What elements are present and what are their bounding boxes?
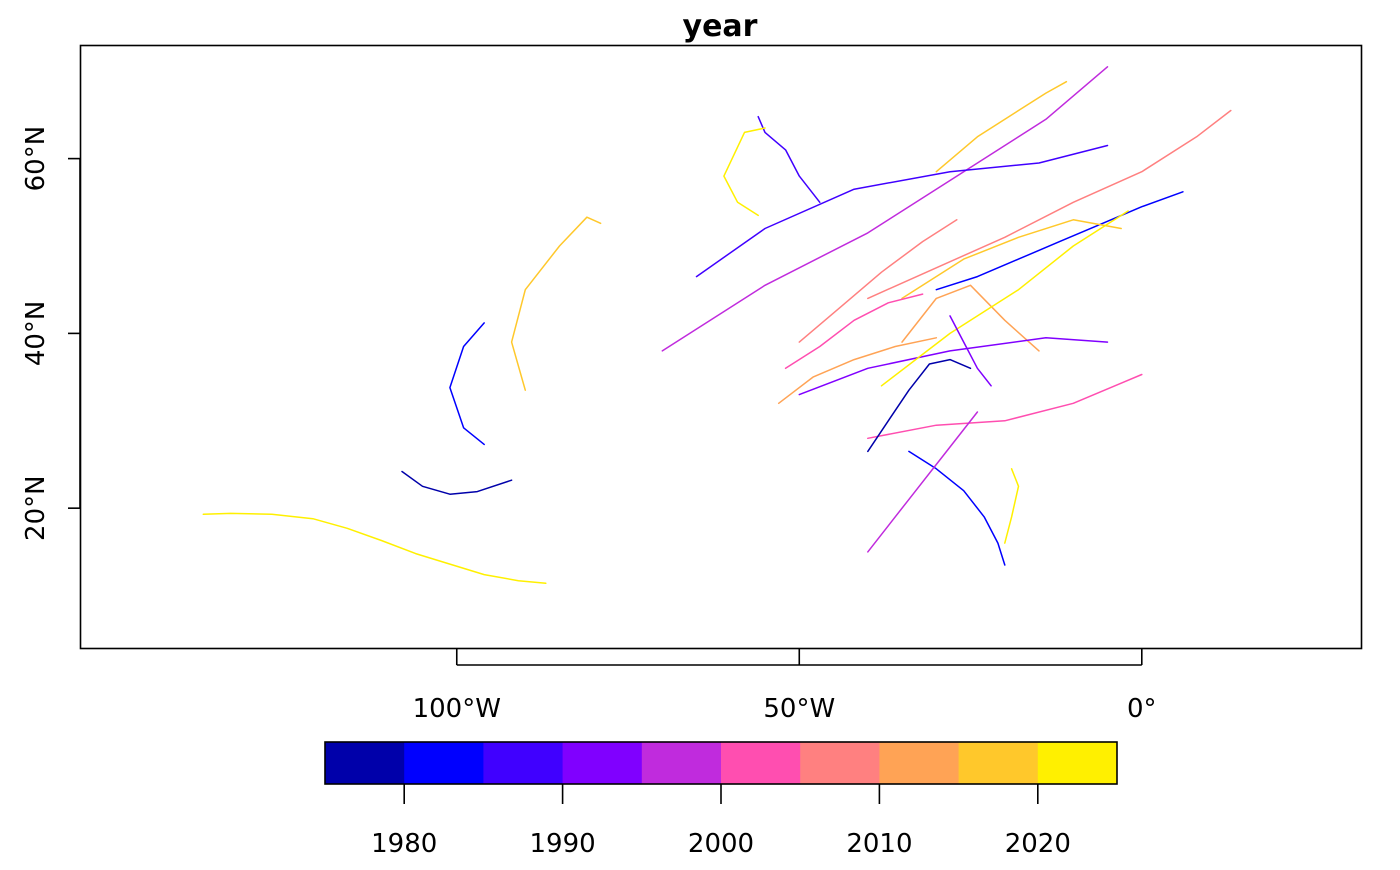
track-18 xyxy=(695,144,1109,278)
y-tick-label-1: 40°N xyxy=(21,301,51,367)
chart-title: year xyxy=(683,9,758,44)
track-10 xyxy=(661,66,1109,352)
colorbar-swatch-5 xyxy=(721,742,801,784)
colorbar-swatch-3 xyxy=(562,742,643,784)
track-0 xyxy=(202,512,547,585)
track-11 xyxy=(867,373,1143,440)
y-tick-label-0: 20°N xyxy=(21,475,51,541)
colorbar-swatch-2 xyxy=(483,742,564,784)
colorbar-swatch-6 xyxy=(800,742,880,784)
track-8 xyxy=(935,191,1184,291)
colorbar-label-3: 2010 xyxy=(846,829,912,859)
colorbar-swatch-1 xyxy=(404,742,484,784)
track-3 xyxy=(510,216,602,391)
track-23 xyxy=(867,411,979,553)
track-12 xyxy=(935,80,1068,173)
colorbar-label-2: 2000 xyxy=(688,829,754,859)
track-13 xyxy=(867,358,972,453)
tracks-layer xyxy=(202,66,1232,585)
track-21 xyxy=(784,293,924,370)
track-2 xyxy=(449,322,485,446)
colorbar-label-1: 1990 xyxy=(530,829,596,859)
colorbar-swatch-0 xyxy=(325,742,405,784)
track-1 xyxy=(401,470,513,495)
track-16 xyxy=(901,219,1122,300)
track-20 xyxy=(949,315,992,387)
track-15 xyxy=(798,337,1109,396)
colorbar-label-4: 2020 xyxy=(1005,829,1071,859)
colorbar-swatch-8 xyxy=(958,742,1039,784)
track-14 xyxy=(901,284,1040,352)
track-17 xyxy=(880,210,1129,387)
colorbar-swatch-4 xyxy=(641,742,722,784)
x-tick-label-2: 0° xyxy=(1127,694,1157,724)
colorbar-label-0: 1980 xyxy=(371,829,437,859)
colorbar-swatch-7 xyxy=(879,742,960,784)
track-9 xyxy=(867,109,1232,300)
y-axis: 20°N 40°N 60°N xyxy=(21,126,81,541)
track-6 xyxy=(908,450,1006,566)
track-7 xyxy=(1004,468,1020,544)
track-22 xyxy=(777,337,938,405)
x-tick-label-1: 50°W xyxy=(763,694,835,724)
x-tick-label-0: 100°W xyxy=(413,694,501,724)
plot-frame xyxy=(79,44,1363,650)
y-tick-label-2: 60°N xyxy=(21,126,51,192)
track-19 xyxy=(798,219,958,343)
x-axis: 100°W 50°W 0° xyxy=(413,649,1157,724)
track-5 xyxy=(723,127,766,217)
colorbar-legend: 1980 1990 2000 2010 2020 xyxy=(324,741,1118,859)
colorbar-swatch-9 xyxy=(1037,742,1118,784)
track-4 xyxy=(757,115,821,204)
